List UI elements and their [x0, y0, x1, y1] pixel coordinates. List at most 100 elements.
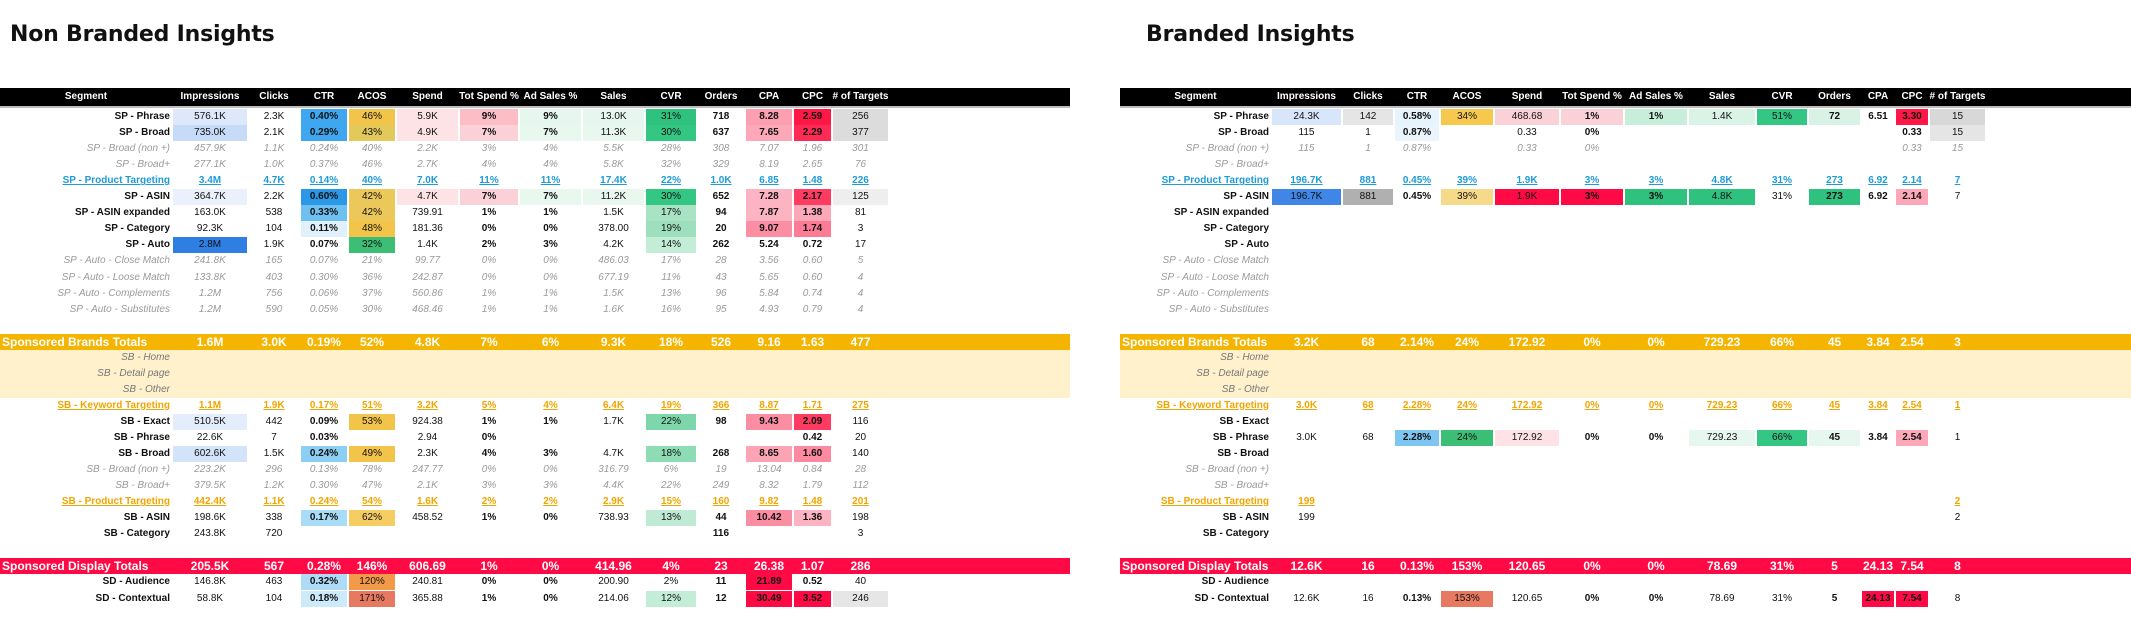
column-header-clicks[interactable]: Clicks — [259, 91, 289, 102]
cell-cpa[interactable]: 6.92 — [1868, 175, 1888, 187]
cell-orders[interactable]: 273 — [1826, 175, 1843, 187]
column-header-ctr[interactable]: CTR — [1406, 91, 1428, 102]
cell-orders[interactable]: 45 — [1828, 399, 1841, 411]
column-header-acos[interactable]: ACOS — [1452, 91, 1482, 102]
cell-cpc[interactable] — [1896, 494, 1928, 510]
cell-ctr[interactable]: 2.28% — [1402, 399, 1432, 411]
cell-tot-spend[interactable]: 11% — [479, 175, 499, 187]
cell-clicks[interactable]: 881 — [1359, 175, 1377, 187]
cell-acos[interactable]: 51% — [361, 399, 382, 411]
column-header-ctr[interactable]: CTR — [313, 91, 335, 102]
segment-label[interactable]: SB - Product Targeting — [1160, 496, 1269, 508]
column-header-cvr[interactable]: CVR — [1771, 91, 1793, 102]
column-header-cpc[interactable]: CPC — [1901, 91, 1923, 102]
cell-cpc[interactable]: 1.71 — [802, 399, 823, 411]
cell-of-targets[interactable]: 275 — [852, 399, 869, 411]
cell-impressions[interactable]: 3.0K — [1295, 399, 1318, 411]
cell-ad-sales[interactable]: 0% — [1648, 399, 1664, 411]
cell-spend[interactable]: 1.6K — [416, 496, 439, 508]
cell-cvr[interactable]: 66% — [1771, 399, 1792, 411]
cell-cpa[interactable]: 3.84 — [1868, 399, 1888, 411]
segment-label[interactable]: SB - Product Targeting — [61, 496, 170, 508]
cell-clicks[interactable]: 1.1K — [263, 496, 285, 508]
cell-ad-sales[interactable]: 3% — [1648, 175, 1664, 187]
cell-clicks[interactable] — [1343, 494, 1393, 510]
cell-orders[interactable] — [1809, 494, 1860, 510]
segment-label[interactable]: SB - Keyword Targeting — [1156, 399, 1269, 411]
cell-clicks[interactable]: 1.9K — [263, 399, 285, 411]
cell-spend[interactable]: 3.2K — [416, 399, 439, 411]
cell-spend[interactable] — [1495, 494, 1559, 510]
cell-cpc[interactable]: 1.48 — [802, 496, 823, 508]
cell-tot-spend[interactable] — [1561, 494, 1623, 510]
column-header-spend[interactable]: Spend — [1511, 91, 1543, 102]
cell-orders[interactable]: 160 — [712, 496, 730, 508]
column-header-sales[interactable]: Sales — [600, 91, 627, 102]
cell-ad-sales[interactable]: 11% — [540, 175, 561, 187]
cell-impressions[interactable]: 199 — [1298, 496, 1315, 508]
segment-label[interactable]: SP - Product Targeting — [62, 175, 170, 187]
cell-impressions[interactable]: 1.1M — [198, 399, 222, 411]
cell-of-targets[interactable]: 2 — [1954, 496, 1961, 508]
cell-acos[interactable] — [1441, 494, 1493, 510]
column-header-clicks[interactable]: Clicks — [1353, 91, 1383, 102]
cell-tot-spend[interactable]: 2% — [481, 496, 497, 508]
column-header-spend[interactable]: Spend — [412, 91, 443, 102]
cell-ctr[interactable]: 0.17% — [309, 399, 339, 411]
cell-ad-sales[interactable]: 2% — [543, 496, 558, 508]
cell-of-targets[interactable]: 7 — [1954, 175, 1961, 187]
column-header-segment[interactable]: Segment — [1174, 91, 1217, 102]
cell-of-targets[interactable]: 226 — [852, 175, 869, 187]
cell-sales[interactable] — [1689, 494, 1755, 510]
column-header-tot-spend[interactable]: Tot Spend % — [459, 91, 519, 102]
cell-cpa[interactable]: 9.82 — [759, 496, 779, 508]
cell-orders[interactable]: 366 — [712, 399, 730, 411]
cell-spend[interactable]: 1.9K — [1516, 175, 1538, 187]
cell-orders[interactable]: 1.0K — [710, 175, 732, 187]
cell-acos[interactable]: 54% — [361, 496, 382, 508]
column-header-cpa[interactable]: CPA — [758, 91, 780, 102]
column-header-ad-sales[interactable]: Ad Sales % — [1629, 91, 1683, 102]
cell-sales[interactable]: 6.4K — [602, 399, 625, 411]
column-header-acos[interactable]: ACOS — [357, 91, 387, 102]
column-header-sales[interactable]: Sales — [1708, 91, 1736, 102]
cell-tot-spend[interactable]: 5% — [481, 399, 497, 411]
cell-of-targets[interactable]: 1 — [1954, 399, 1961, 411]
cell-ctr[interactable]: 0.14% — [309, 175, 339, 187]
column-header-impressions[interactable]: Impressions — [1277, 91, 1336, 102]
cell-spend[interactable]: 172.92 — [1511, 399, 1543, 411]
column-header-cvr[interactable]: CVR — [660, 91, 682, 102]
cell-cpc[interactable]: 2.14 — [1902, 175, 1922, 187]
cell-impressions[interactable]: 442.4K — [193, 496, 227, 508]
column-header-of-targets[interactable]: # of Targets — [832, 91, 889, 102]
cell-impressions[interactable]: 3.4M — [198, 175, 222, 187]
cell-clicks[interactable]: 4.7K — [263, 175, 285, 187]
cell-tot-spend[interactable]: 0% — [1584, 399, 1600, 411]
column-header-of-targets[interactable]: # of Targets — [1929, 91, 1986, 102]
segment-label[interactable]: SB - Keyword Targeting — [57, 399, 170, 411]
cell-cvr[interactable]: 22% — [660, 175, 681, 187]
column-header-ad-sales[interactable]: Ad Sales % — [523, 91, 578, 102]
cell-clicks[interactable]: 68 — [1362, 399, 1374, 411]
cell-sales[interactable]: 17.4K — [600, 175, 627, 187]
cell-acos[interactable]: 39% — [1456, 175, 1477, 187]
column-header-impressions[interactable]: Impressions — [180, 91, 240, 102]
cell-sales[interactable]: 4.8K — [1711, 175, 1733, 187]
cell-cpa[interactable]: 8.87 — [759, 399, 779, 411]
cell-cpa[interactable] — [1862, 494, 1894, 510]
cell-cvr[interactable]: 15% — [660, 496, 681, 508]
cell-sales[interactable]: 2.9K — [602, 496, 625, 508]
cell-cvr[interactable]: 19% — [660, 399, 681, 411]
cell-cpa[interactable]: 6.85 — [759, 175, 779, 187]
cell-sales[interactable]: 729.23 — [1706, 399, 1738, 411]
cell-cvr[interactable]: 31% — [1771, 175, 1792, 187]
column-header-cpc[interactable]: CPC — [801, 91, 824, 102]
cell-ad-sales[interactable]: 4% — [543, 399, 558, 411]
column-header-orders[interactable]: Orders — [704, 91, 738, 102]
cell-cpc[interactable]: 2.54 — [1902, 399, 1922, 411]
cell-acos[interactable]: 24% — [1456, 399, 1477, 411]
cell-acos[interactable]: 40% — [361, 175, 382, 187]
column-header-segment[interactable]: Segment — [64, 91, 108, 102]
cell-spend[interactable]: 7.0K — [416, 175, 439, 187]
cell-ctr[interactable]: 0.24% — [309, 496, 339, 508]
